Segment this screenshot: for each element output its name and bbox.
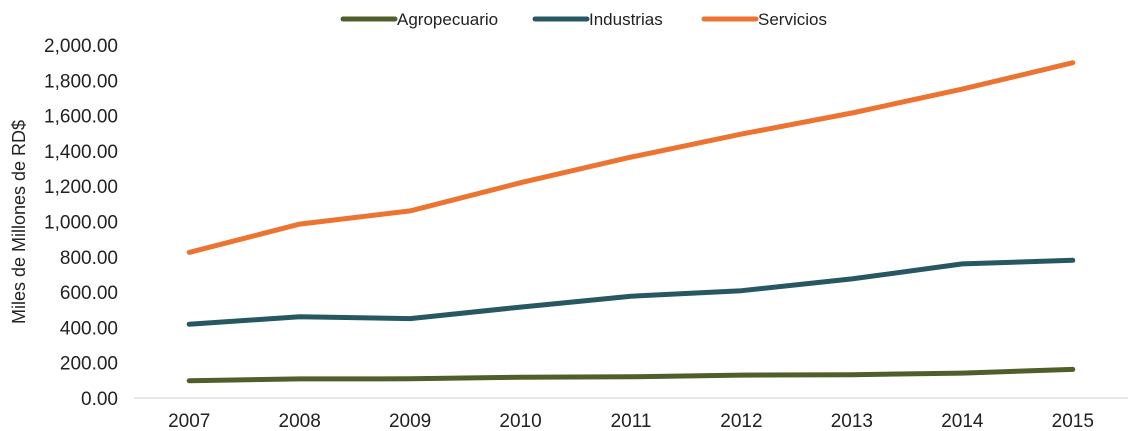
x-tick-label: 2014 xyxy=(941,411,984,431)
legend-item-industrias: Industrias xyxy=(532,10,663,29)
x-tick-label: 2013 xyxy=(831,411,873,431)
y-tick-label: 1,600.00 xyxy=(44,107,118,128)
legend-label-industrias: Industrias xyxy=(589,10,663,29)
y-tick-label: 1,200.00 xyxy=(44,177,118,198)
y-tick-label: 400.00 xyxy=(60,318,118,339)
x-tick-label: 2011 xyxy=(611,411,652,431)
legend-label-servicios: Servicios xyxy=(758,10,827,29)
x-axis-ticks: 2007 2008 2009 2010 2011 2012 2013 2014 2015 xyxy=(168,411,1094,431)
y-tick-label: 800.00 xyxy=(60,248,118,269)
series-line-servicios xyxy=(186,60,1076,255)
y-tick-label: 1,000.00 xyxy=(44,213,118,234)
x-tick-label: 2012 xyxy=(720,411,762,431)
y-tick-label: 600.00 xyxy=(60,283,118,304)
legend-item-servicios: Servicios xyxy=(701,10,827,29)
series-line-agropecuario xyxy=(186,366,1076,384)
x-tick-label: 2007 xyxy=(168,411,210,431)
y-tick-label: 0.00 xyxy=(81,389,118,410)
series-lines xyxy=(186,60,1076,384)
legend: Agropecuario Industrias Servicios xyxy=(340,10,827,29)
x-tick-label: 2010 xyxy=(499,411,541,431)
y-axis-title: Miles de Millones de RD$ xyxy=(9,120,29,324)
y-axis-ticks: 0.00 200.00 400.00 600.00 800.00 1,000.00 1,20… xyxy=(44,36,118,410)
legend-label-agropecuario: Agropecuario xyxy=(397,10,498,29)
y-tick-label: 1,400.00 xyxy=(44,142,118,163)
y-tick-label: 1,800.00 xyxy=(44,71,118,92)
x-tick-label: 2009 xyxy=(389,411,431,431)
legend-item-agropecuario: Agropecuario xyxy=(340,10,498,29)
series-line-industrias xyxy=(186,257,1076,327)
x-tick-label: 2008 xyxy=(279,411,321,431)
y-tick-label: 200.00 xyxy=(60,354,118,375)
x-tick-label: 2015 xyxy=(1052,411,1094,431)
y-tick-label: 2,000.00 xyxy=(44,36,118,57)
